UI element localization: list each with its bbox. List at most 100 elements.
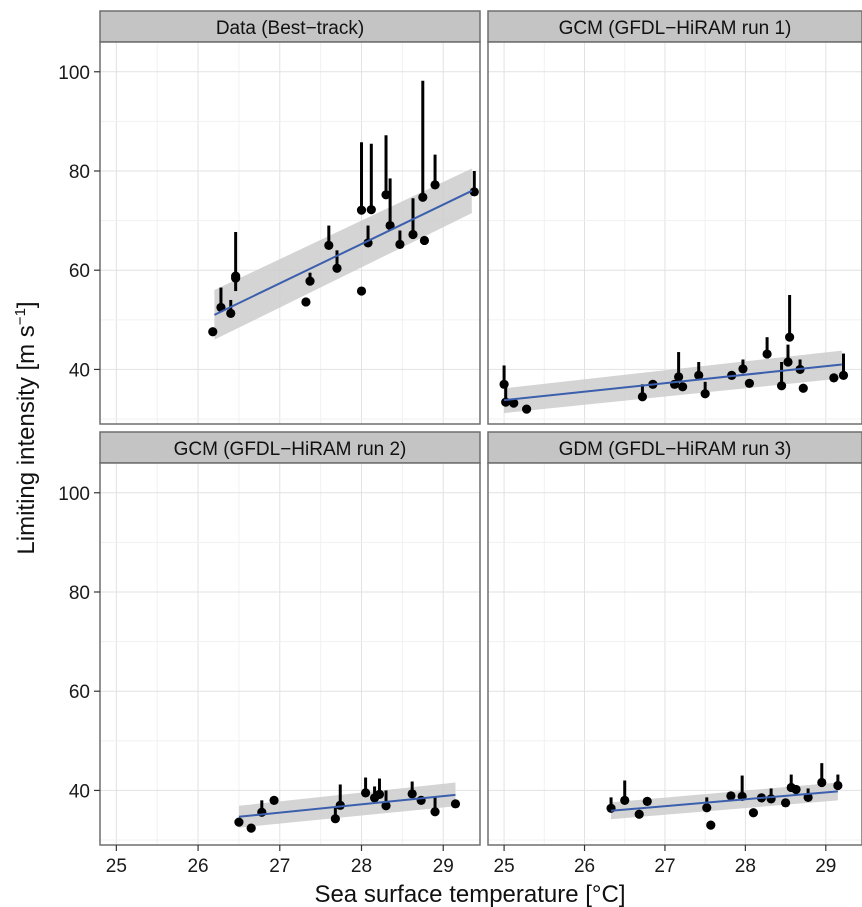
panel-strip bbox=[99, 10, 481, 43]
data-point bbox=[522, 404, 532, 414]
data-point bbox=[838, 370, 849, 380]
data-point bbox=[231, 273, 241, 283]
axes: 40 60 80 100 40 60 80 100 25 26 27 28 29 25 26 27 28 29 bbox=[58, 63, 836, 877]
x-tick-label: 25 bbox=[106, 856, 127, 877]
data-point bbox=[706, 820, 716, 830]
x-tick-label: 26 bbox=[187, 856, 208, 877]
data-point bbox=[748, 808, 759, 818]
y-tick-label: 40 bbox=[69, 781, 90, 802]
y-axis-title-end: ] bbox=[13, 301, 40, 308]
regression-line bbox=[238, 793, 456, 818]
data-point bbox=[330, 814, 340, 824]
data-point bbox=[726, 791, 736, 801]
data-point bbox=[674, 372, 684, 382]
data-point bbox=[381, 801, 391, 811]
data-point bbox=[469, 187, 479, 197]
data-point bbox=[332, 263, 342, 273]
data-point bbox=[234, 817, 244, 827]
data-point bbox=[407, 789, 417, 799]
y-axis-title: Limiting intensity [m s−1] bbox=[12, 301, 40, 554]
panel-title: GCM (GFDL−HiRAM run 1) bbox=[559, 18, 792, 39]
panel-title: GDM (GFDL−HiRAM run 3) bbox=[559, 439, 792, 460]
panel: Data (Best−track) bbox=[99, 10, 481, 425]
x-tick-label: 28 bbox=[735, 856, 756, 877]
data-point bbox=[356, 286, 367, 296]
data-point bbox=[301, 297, 311, 307]
x-tick-label: 28 bbox=[351, 856, 372, 877]
x-tick-label: 29 bbox=[815, 856, 836, 877]
panel-title: GCM (GFDL−HiRAM run 2) bbox=[174, 439, 407, 460]
panel-border bbox=[99, 41, 481, 425]
panel-border bbox=[487, 41, 862, 425]
panel: GCM (GFDL−HiRAM run 2) bbox=[99, 431, 481, 846]
data-point bbox=[785, 332, 795, 342]
regression-line bbox=[503, 363, 842, 402]
data-point bbox=[694, 370, 704, 380]
data-point bbox=[208, 327, 218, 337]
data-point bbox=[798, 383, 808, 393]
data-point bbox=[606, 803, 616, 813]
data-point bbox=[783, 357, 793, 367]
regression-line bbox=[213, 189, 473, 316]
panel-strip bbox=[487, 10, 862, 43]
data-point bbox=[450, 799, 461, 809]
data-point bbox=[780, 798, 791, 808]
panel-border bbox=[487, 462, 862, 846]
panel-border bbox=[99, 462, 481, 846]
data-point bbox=[269, 795, 279, 805]
data-point bbox=[762, 349, 772, 359]
data-point bbox=[766, 794, 776, 804]
data-point bbox=[360, 788, 371, 798]
data-point bbox=[634, 809, 644, 819]
y-tick-label: 100 bbox=[58, 63, 90, 84]
data-point bbox=[430, 807, 440, 817]
gridlines bbox=[100, 463, 480, 845]
data-point bbox=[374, 789, 385, 799]
panel: GCM (GFDL−HiRAM run 1) bbox=[487, 10, 862, 425]
y-tick-label: 80 bbox=[69, 583, 90, 604]
data-point bbox=[246, 823, 256, 833]
data-point bbox=[700, 389, 710, 399]
y-tick-label: 60 bbox=[69, 682, 90, 703]
x-tick-label: 27 bbox=[654, 856, 675, 877]
data-point bbox=[833, 780, 843, 791]
data-point bbox=[620, 795, 630, 805]
data-point bbox=[499, 379, 509, 389]
data-point bbox=[738, 364, 748, 374]
y-tick-label: 60 bbox=[69, 261, 90, 282]
panel-background bbox=[100, 463, 480, 845]
data-point bbox=[509, 398, 519, 408]
data-point bbox=[642, 796, 652, 806]
x-tick-label: 26 bbox=[574, 856, 595, 877]
regression-line bbox=[610, 790, 838, 812]
x-tick-label: 29 bbox=[433, 856, 454, 877]
data-point bbox=[702, 803, 712, 813]
y-axis-title-superscript: −1 bbox=[12, 308, 29, 325]
data-point bbox=[418, 192, 428, 202]
data-point bbox=[305, 276, 315, 286]
data-point bbox=[678, 382, 688, 392]
panel-title: Data (Best−track) bbox=[216, 18, 364, 39]
y-axis-title-main: Limiting intensity [m s bbox=[13, 325, 40, 554]
data-point bbox=[381, 190, 391, 200]
x-axis-title: Sea surface temperature [°C] bbox=[314, 881, 625, 907]
data-point bbox=[419, 235, 430, 246]
data-point bbox=[356, 205, 367, 215]
y-tick-label: 100 bbox=[58, 484, 90, 505]
data-point bbox=[829, 373, 839, 383]
confidence-band bbox=[214, 168, 472, 340]
x-tick-label: 25 bbox=[494, 856, 515, 877]
data-point bbox=[226, 308, 236, 318]
data-point bbox=[637, 392, 648, 402]
data-point bbox=[817, 777, 827, 788]
data-point bbox=[408, 229, 418, 240]
y-tick-label: 80 bbox=[69, 162, 90, 183]
x-tick-label: 27 bbox=[269, 856, 290, 877]
y-tick-label: 40 bbox=[69, 360, 90, 381]
data-point bbox=[324, 240, 334, 251]
data-point bbox=[791, 784, 801, 795]
data-point bbox=[430, 180, 440, 190]
panels: Data (Best−track) GCM (GFDL−HiRAM run 1) G… bbox=[99, 10, 862, 846]
gridlines bbox=[488, 42, 862, 424]
